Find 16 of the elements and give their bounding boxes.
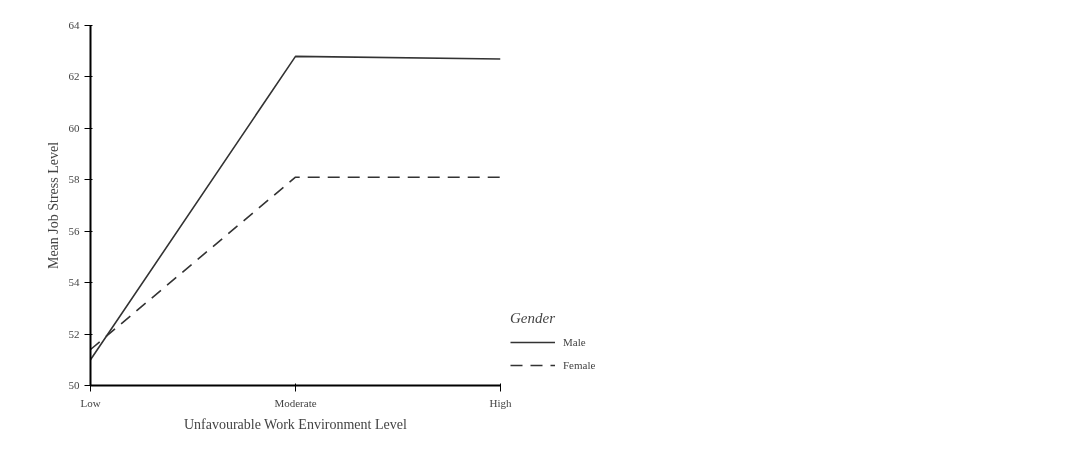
y-tick-label: 60	[68, 121, 80, 134]
legend-title: Gender	[510, 310, 556, 327]
y-tick-label: 56	[68, 224, 80, 237]
x-tick-label: Low	[80, 396, 101, 409]
x-axis-title: Unfavourable Work Environment Level	[183, 416, 407, 432]
legend-label: Female	[563, 359, 596, 371]
y-axis-title: Mean Job Stress Level	[45, 141, 61, 270]
y-tick-label: 64	[68, 19, 80, 31]
y-tick-label: 54	[68, 276, 80, 289]
y-tick-label: 62	[68, 70, 80, 83]
legend-label: Male	[563, 336, 586, 348]
y-tick-label: 52	[68, 327, 80, 340]
y-tick-label: 58	[68, 173, 80, 186]
y-tick-label: 50	[68, 379, 80, 391]
x-tick-label: High	[489, 396, 512, 409]
x-tick-label: Moderate	[274, 396, 317, 409]
